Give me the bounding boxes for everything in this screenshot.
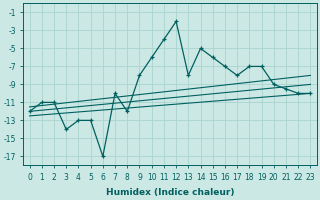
X-axis label: Humidex (Indice chaleur): Humidex (Indice chaleur) bbox=[106, 188, 234, 197]
